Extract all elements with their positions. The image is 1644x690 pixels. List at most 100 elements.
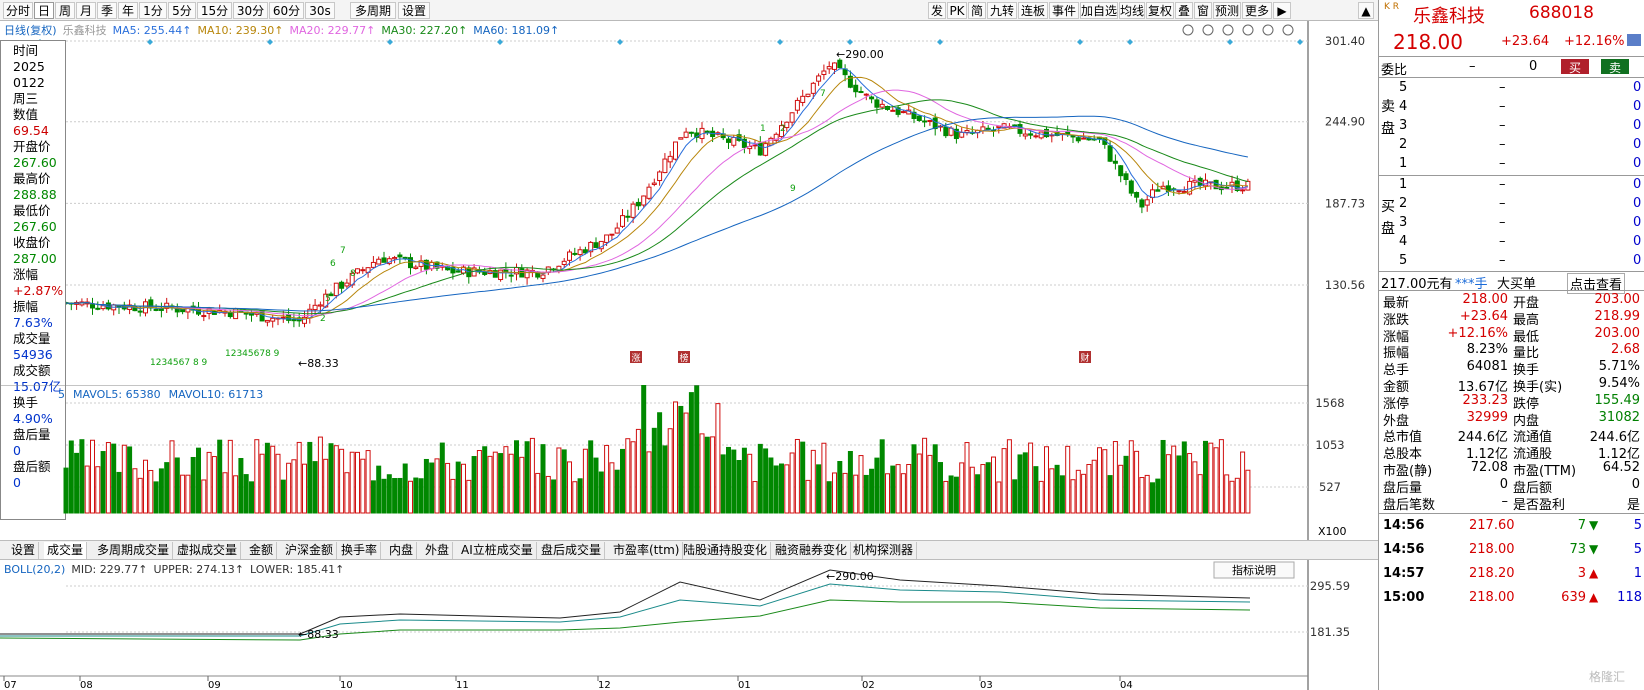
indicator-tab-14[interactable]: 机构探测器 bbox=[850, 542, 918, 559]
candle-body bbox=[397, 254, 403, 258]
vol-bar bbox=[1123, 455, 1129, 514]
indicator-tab-7[interactable]: 内盘 bbox=[386, 542, 418, 559]
vol-bar bbox=[333, 445, 339, 514]
low-price-mark: ←88.33 bbox=[298, 357, 339, 370]
period-tab-11[interactable]: 30s bbox=[305, 2, 335, 19]
period-tab-7[interactable]: 5分 bbox=[168, 2, 196, 19]
period-tab-10[interactable]: 60分 bbox=[269, 2, 304, 19]
vol-bar bbox=[1091, 459, 1097, 514]
hint-click-link[interactable]: 点击查看 bbox=[1567, 273, 1626, 294]
vol-bar bbox=[980, 464, 986, 514]
boll-lower-line bbox=[0, 599, 1251, 641]
candle-body bbox=[837, 59, 843, 69]
candle-body bbox=[561, 260, 567, 265]
candle-body bbox=[1112, 160, 1118, 164]
tool-1[interactable]: PK bbox=[947, 2, 967, 19]
tool-9[interactable]: 叠 bbox=[1175, 2, 1193, 19]
candle-body bbox=[95, 307, 101, 310]
vol-bar bbox=[991, 456, 996, 514]
chart-small-icon[interactable] bbox=[1627, 34, 1641, 46]
candle-body bbox=[1234, 180, 1240, 191]
tick-price: 218.00 bbox=[1469, 542, 1515, 557]
vol-tick: 1568 bbox=[1315, 396, 1344, 410]
vol-bar bbox=[678, 405, 684, 514]
vol-bar bbox=[302, 463, 307, 514]
tool-8[interactable]: 复权 bbox=[1146, 2, 1174, 19]
sell-button[interactable]: 卖 bbox=[1601, 59, 1629, 75]
vol-unit: X100 bbox=[1318, 525, 1347, 538]
vol-bar bbox=[1229, 480, 1235, 514]
x-tick: 09 bbox=[208, 680, 221, 690]
period-tab-8[interactable]: 15分 bbox=[197, 2, 232, 19]
indicator-tab-2[interactable]: 多周期成交量 bbox=[94, 542, 174, 559]
indicator-tab-6[interactable]: 换手率 bbox=[338, 542, 382, 559]
indicator-tab-10[interactable]: 盘后成交量 bbox=[538, 542, 606, 559]
vol-bar bbox=[1128, 440, 1134, 514]
info-value: 287.00 bbox=[13, 251, 57, 266]
vol-bar bbox=[837, 460, 843, 514]
volume-chart[interactable]: 5 MAVOL5: 65380 MAVOL10: 61713 1568 1053 527 X… bbox=[0, 382, 1378, 540]
period-tab-5[interactable]: 年 bbox=[118, 2, 138, 19]
vol-bar bbox=[588, 440, 594, 514]
candle-body bbox=[985, 127, 991, 130]
tool-10[interactable]: 窗 bbox=[1194, 2, 1212, 19]
period-tab-3[interactable]: 月 bbox=[76, 2, 96, 19]
indicator-tab-1[interactable]: 成交量 bbox=[44, 542, 88, 559]
candle-body bbox=[768, 137, 774, 146]
main-kline-chart[interactable]: 301.40 244.90 187.73 130.56 日线(复权) 乐鑫科技 MA5: 2… bbox=[0, 21, 1378, 385]
vol-bar bbox=[858, 455, 864, 514]
indicator-help-button[interactable] bbox=[1213, 561, 1295, 579]
tool-3[interactable]: 九转 bbox=[987, 2, 1017, 19]
indicator-tab-9[interactable]: AI立桩成交量 bbox=[458, 542, 537, 559]
tool-5[interactable]: 事件 bbox=[1049, 2, 1079, 19]
vol-bar bbox=[132, 468, 138, 514]
info-label: 数值 bbox=[13, 107, 39, 122]
tool-7[interactable]: 均线 bbox=[1119, 2, 1145, 19]
vol-bar bbox=[519, 456, 525, 514]
info-value: 0 bbox=[13, 475, 21, 490]
candles bbox=[63, 58, 1251, 328]
vol-bar bbox=[1245, 469, 1251, 514]
tool-11[interactable]: 预测 bbox=[1213, 2, 1241, 19]
tool-6[interactable]: 加自选 bbox=[1080, 2, 1118, 19]
settings-button[interactable]: 设置 bbox=[398, 2, 430, 19]
vol-bar bbox=[911, 444, 917, 514]
vol-bar bbox=[953, 476, 959, 514]
boll-chart[interactable]: BOLL(20,2) MID: 229.77↑ UPPER: 274.13↑ LOWE… bbox=[0, 560, 1378, 690]
indicator-tab-0[interactable]: 设置 bbox=[8, 542, 40, 559]
stat-label: 开盘 bbox=[1513, 296, 1540, 311]
candle-body bbox=[1081, 137, 1087, 140]
indicator-tab-5[interactable]: 沪深金额 bbox=[282, 542, 338, 559]
tool-4[interactable]: 连板 bbox=[1018, 2, 1048, 19]
vol-bar bbox=[1044, 446, 1049, 514]
period-tab-9[interactable]: 30分 bbox=[233, 2, 268, 19]
hint-big-order: 大买单 bbox=[1497, 277, 1537, 292]
buy-button[interactable]: 买 bbox=[1561, 59, 1589, 75]
zoom-in-icon bbox=[1262, 24, 1274, 36]
tool-2[interactable]: 简 bbox=[968, 2, 986, 19]
tool-0[interactable]: 发 bbox=[928, 2, 946, 19]
indicator-tab-4[interactable]: 金额 bbox=[246, 542, 278, 559]
indicator-tab-8[interactable]: 外盘 bbox=[422, 542, 454, 559]
scroll-up-icon[interactable]: ▲ bbox=[1358, 2, 1374, 19]
ask-price: – bbox=[1499, 80, 1506, 95]
vol-bar bbox=[158, 468, 164, 514]
indicator-tab-11[interactable]: 市盈率(ttm) bbox=[610, 542, 684, 559]
multi-period-button[interactable]: 多周期 bbox=[350, 2, 396, 19]
indicator-tab-12[interactable]: 陆股通持股变化 bbox=[680, 542, 772, 559]
indicator-tab-3[interactable]: 虚拟成交量 bbox=[174, 542, 242, 559]
period-tab-2[interactable]: 周 bbox=[55, 2, 75, 19]
nav-next-icon[interactable]: ▶ bbox=[1273, 2, 1291, 19]
stat-label: 最新 bbox=[1383, 296, 1410, 311]
period-tab-1[interactable]: 日 bbox=[34, 2, 54, 19]
period-tab-6[interactable]: 1分 bbox=[139, 2, 167, 19]
vol-bar bbox=[434, 458, 440, 514]
vol-bar bbox=[455, 461, 461, 514]
period-tab-4[interactable]: 季 bbox=[97, 2, 117, 19]
indicator-tab-13[interactable]: 融资融券变化 bbox=[772, 542, 852, 559]
vol-bar bbox=[349, 451, 355, 514]
vol-bar bbox=[339, 448, 345, 514]
stat-label: 盘后额 bbox=[1513, 480, 1553, 496]
tool-12[interactable]: 更多 bbox=[1242, 2, 1272, 19]
period-tab-0[interactable]: 分时 bbox=[3, 2, 33, 19]
